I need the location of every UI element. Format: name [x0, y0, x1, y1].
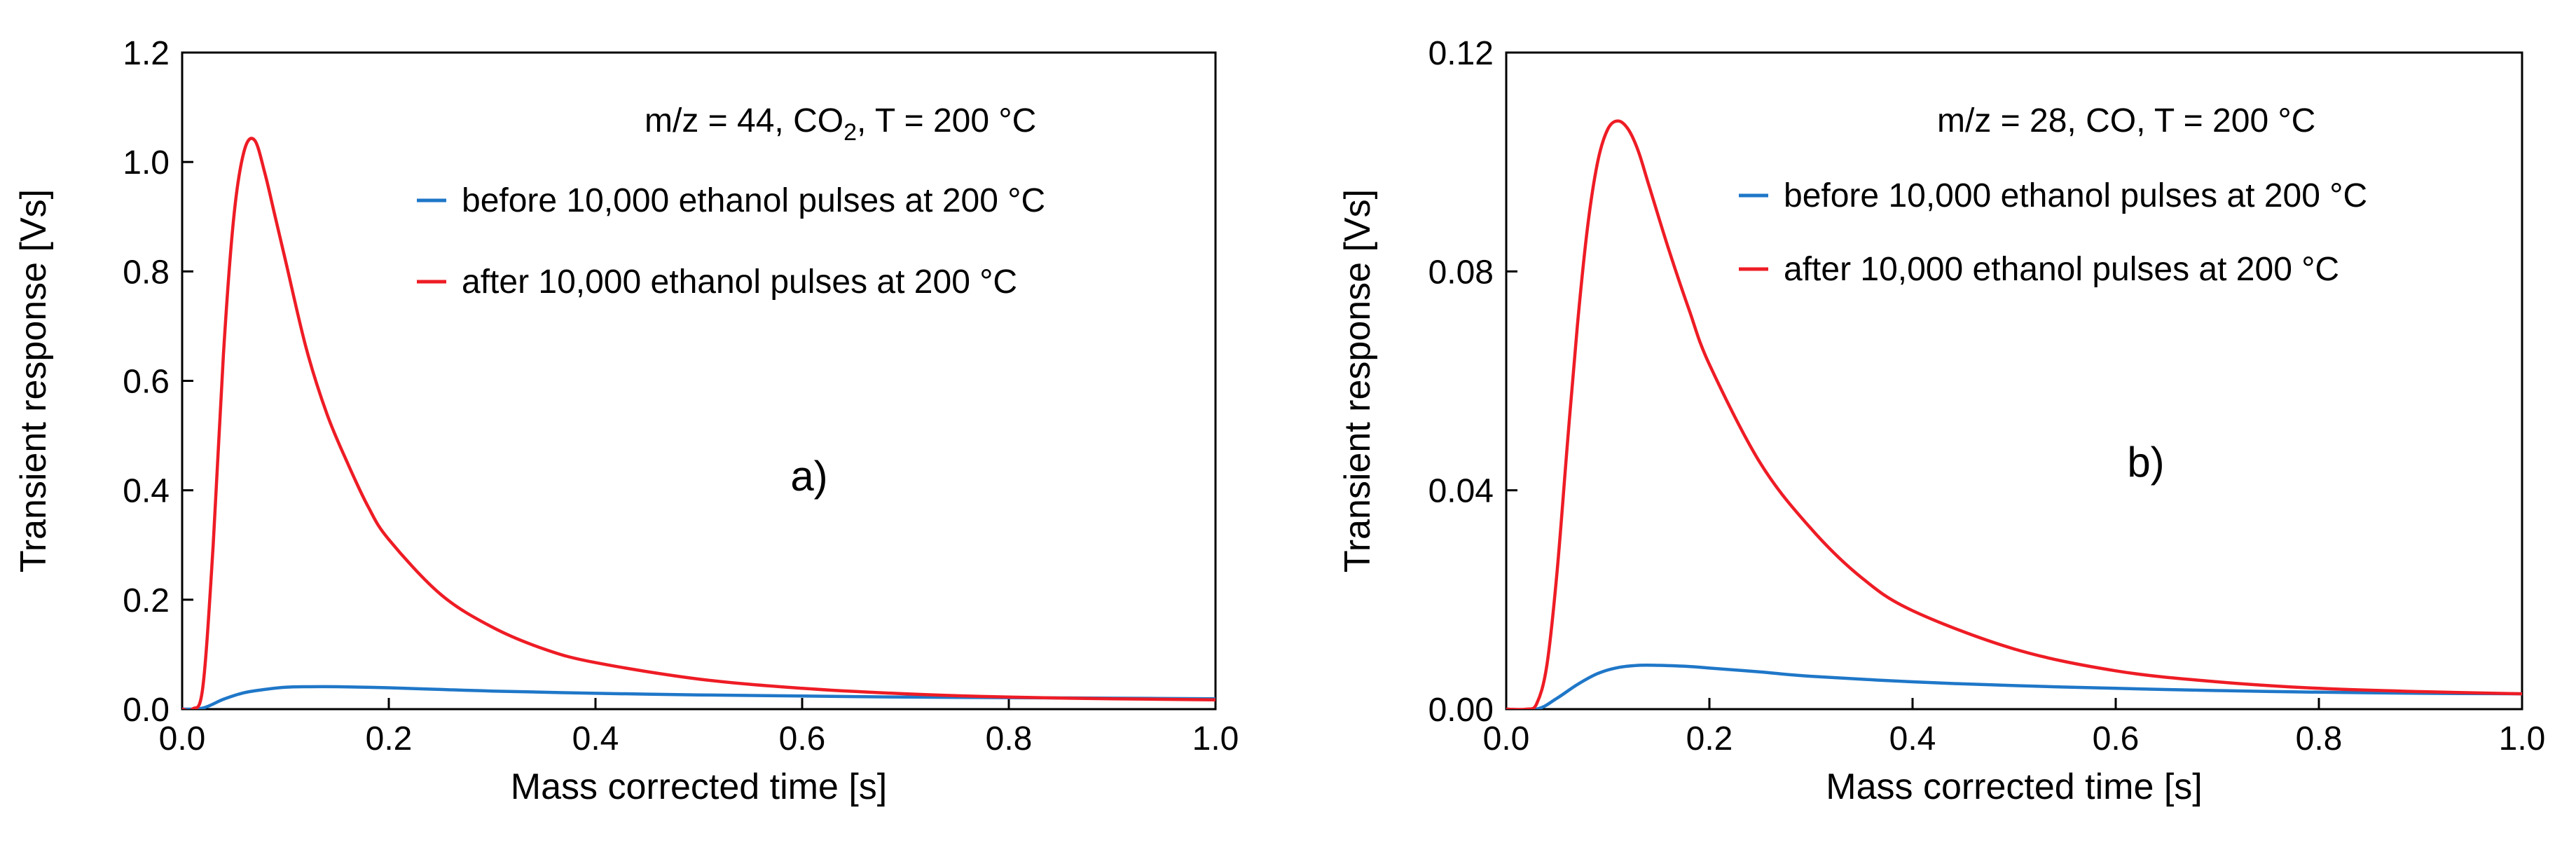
y-tick-label: 0.12: [1428, 35, 1494, 72]
y-tick-label: 1.2: [123, 35, 170, 72]
annotation-text: m/z = 28, CO, T = 200 °C: [1937, 102, 2315, 139]
x-tick-label: 0.6: [2093, 720, 2140, 757]
series-line-after: [1506, 119, 2522, 709]
annotation-text: m/z = 44, CO2, T = 200 °C: [645, 102, 1036, 146]
x-tick-label: 0.6: [779, 720, 826, 757]
chart-panel-a: 0.0 0.2 0.4 0.6 0.8 1.0 0.0 0.2 0.4 0.6 0.8 1.0 1.2 M…: [13, 35, 1239, 807]
legend-label: before 10,000 ethanol pulses at 200 °C: [462, 182, 1045, 219]
y-tick-label: 0.00: [1428, 692, 1494, 729]
x-tick-label: 0.4: [1889, 720, 1936, 757]
y-tick-label: 0.08: [1428, 254, 1494, 291]
x-axis-title: Mass corrected time [s]: [511, 767, 887, 807]
y-tick-label: 0.0: [123, 692, 170, 729]
x-tick-label: 0.2: [1686, 720, 1733, 757]
legend-label: before 10,000 ethanol pulses at 200 °C: [1784, 177, 2367, 214]
y-axis-title: Transient response [Vs]: [13, 189, 54, 572]
x-tick-label: 1.0: [1192, 720, 1239, 757]
x-tick-label: 0.0: [159, 720, 206, 757]
series-line-before: [1506, 663, 2522, 709]
legend-label: after 10,000 ethanol pulses at 200 °C: [1784, 251, 2339, 288]
panel-label: a): [790, 453, 827, 500]
series-line-after: [182, 137, 1215, 709]
y-tick-label: 0.04: [1428, 473, 1494, 510]
plot-frame: [1505, 51, 2523, 711]
y-tick-label: 0.4: [123, 473, 170, 510]
x-tick-label: 1.0: [2499, 720, 2546, 757]
x-axis-title: Mass corrected time [s]: [1826, 767, 2202, 807]
x-tick-label: 0.0: [1483, 720, 1530, 757]
panel-label: b): [2127, 439, 2164, 486]
y-axis-title: Transient response [Vs]: [1337, 189, 1378, 572]
y-tick-label: 1.0: [123, 144, 170, 181]
x-tick-label: 0.8: [2296, 720, 2343, 757]
x-tick-label: 0.8: [986, 720, 1033, 757]
x-tick-label: 0.2: [366, 720, 413, 757]
legend-label: after 10,000 ethanol pulses at 200 °C: [462, 263, 1017, 301]
plot-frame: [181, 51, 1217, 711]
y-tick-label: 0.2: [123, 582, 170, 619]
x-tick-label: 0.4: [572, 720, 619, 757]
y-tick-label: 0.8: [123, 254, 170, 291]
y-tick-label: 0.6: [123, 364, 170, 401]
chart-panel-b: 0.0 0.2 0.4 0.6 0.8 1.0 0.00 0.04 0.08 0.12 Mass c…: [1337, 35, 2545, 807]
